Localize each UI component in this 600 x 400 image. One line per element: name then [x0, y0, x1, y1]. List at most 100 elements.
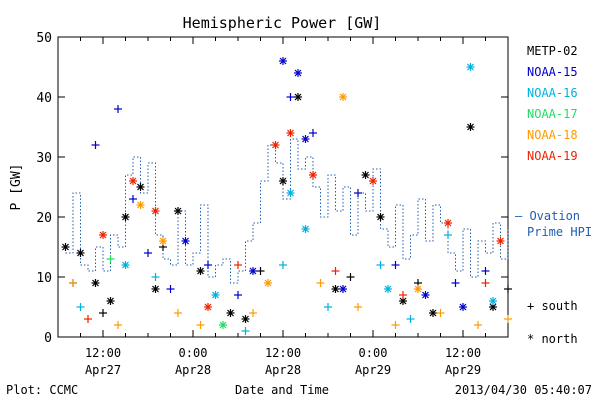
- data-point-noaa-15-north: [459, 303, 467, 311]
- data-point-noaa-16-south: [241, 327, 250, 335]
- data-point-noaa-18-south: [436, 309, 445, 317]
- data-point-noaa-19-north: [129, 177, 137, 185]
- data-point-noaa-15-south: [309, 129, 317, 137]
- data-point-metp-02-south: [346, 273, 355, 281]
- data-point-metp-02-north: [376, 213, 385, 221]
- data-point-noaa-18-north: [159, 237, 167, 245]
- legend-entry-noaa-19: NOAA-19: [527, 149, 578, 163]
- x-axis: 12:00 Apr27 0:00 Apr28 12:00 Apr28 0:00 Apr29 12…: [57, 37, 509, 377]
- data-point-noaa-19-north: [204, 303, 212, 311]
- data-point-noaa-18-south: [474, 321, 482, 329]
- legend-marker-north: * north: [527, 332, 578, 346]
- data-point-noaa-18-south: [196, 321, 205, 329]
- data-point-noaa-16-north: [301, 225, 310, 233]
- x-axis-label: Date and Time: [235, 383, 329, 397]
- data-point-noaa-17-south: [106, 255, 115, 263]
- x-tick-time-label: 0:00: [359, 346, 388, 360]
- data-point-noaa-19-north: [369, 177, 377, 185]
- data-point-noaa-15-south: [354, 189, 362, 197]
- data-point-noaa-18-north: [414, 285, 422, 293]
- data-point-noaa-16-south: [76, 303, 85, 311]
- data-point-metp-02-north: [331, 285, 340, 293]
- x-tick-date-label: Apr28: [175, 363, 211, 377]
- data-point-noaa-15-south: [144, 249, 152, 257]
- data-point-noaa-19-north: [444, 219, 452, 227]
- x-tick-date-label: Apr27: [85, 363, 121, 377]
- data-point-noaa-18-south: [354, 303, 362, 311]
- data-point-noaa-15-south: [204, 261, 212, 269]
- data-point-noaa-16-south: [279, 261, 287, 269]
- x-tick-date-label: Apr29: [355, 363, 391, 377]
- data-point-noaa-19-north: [99, 231, 107, 239]
- y-tick-label: 10: [36, 271, 52, 286]
- data-point-metp-02-north: [361, 171, 370, 179]
- data-point-noaa-16-north: [121, 261, 130, 269]
- data-point-noaa-16-north: [211, 291, 220, 299]
- y-tick-label: 50: [36, 31, 52, 46]
- data-point-metp-02-north: [226, 309, 235, 317]
- data-point-noaa-16-south: [444, 231, 452, 239]
- data-point-metp-02-north: [429, 309, 437, 317]
- data-point-noaa-15-north: [301, 135, 310, 143]
- data-point-noaa-18-north: [339, 93, 347, 101]
- data-point-noaa-17-north: [219, 321, 227, 329]
- plot-credit: Plot: CCMC: [6, 383, 78, 397]
- data-point-noaa-19-south: [331, 267, 340, 275]
- ovation-hpi-line: [65, 138, 509, 284]
- data-point-noaa-19-south: [481, 279, 490, 287]
- chart-title: Hemispheric Power [GW]: [183, 14, 382, 32]
- data-point-noaa-16-north: [384, 285, 392, 293]
- data-point-noaa-15-south: [391, 261, 400, 269]
- legend-marker-south: + south: [527, 299, 578, 313]
- legend-ovation-label: — Ovation: [515, 209, 580, 223]
- data-point-noaa-19-north: [151, 207, 160, 215]
- data-point-noaa-15-north: [294, 69, 302, 77]
- data-point-noaa-15-north: [249, 267, 257, 275]
- data-point-metp-02-north: [294, 93, 302, 101]
- data-point-noaa-19-north: [496, 237, 505, 245]
- data-point-noaa-19-south: [234, 261, 242, 269]
- data-point-metp-02-north: [61, 243, 70, 251]
- legend-entry-noaa-16: NOAA-16: [527, 86, 578, 100]
- data-point-noaa-15-south: [234, 291, 242, 299]
- data-point-metp-02-north: [121, 213, 130, 221]
- y-tick-label: 30: [36, 151, 52, 166]
- legend-ovation-label-2: Prime HPI: [527, 225, 592, 239]
- y-axis: 0 10 20 30 40 50: [36, 31, 508, 346]
- data-point-metp-02-north: [196, 267, 205, 275]
- data-point-metp-02-north: [489, 303, 497, 311]
- data-point-metp-02-north: [466, 123, 475, 131]
- data-point-noaa-18-south: [249, 309, 257, 317]
- data-point-noaa-15-north: [181, 237, 190, 245]
- data-point-noaa-19-north: [271, 141, 280, 149]
- data-point-noaa-19-south: [399, 291, 407, 299]
- x-tick-time-label: 0:00: [179, 346, 208, 360]
- data-point-noaa-18-north: [136, 201, 145, 209]
- data-point-noaa-15-north: [421, 291, 430, 299]
- x-tick-date-label: Apr29: [445, 363, 481, 377]
- data-point-noaa-16-north: [466, 63, 475, 71]
- data-point-metp-02-south: [99, 309, 107, 317]
- legend-entry-noaa-17: NOAA-17: [527, 107, 578, 121]
- data-point-noaa-15-south: [286, 93, 295, 101]
- data-point-noaa-15-south: [91, 141, 100, 149]
- x-tick-date-label: Apr28: [265, 363, 301, 377]
- ovation-series: [65, 138, 509, 284]
- data-point-metp-02-north: [106, 297, 115, 305]
- data-point-noaa-18-south: [114, 321, 122, 329]
- legend: METP-02 NOAA-15 NOAA-16 NOAA-17 NOAA-18 NOAA-…: [515, 44, 592, 346]
- data-point-metp-02-north: [136, 183, 145, 191]
- x-tick-time-label: 12:00: [445, 346, 481, 360]
- y-tick-label: 20: [36, 211, 52, 226]
- data-point-noaa-18-north: [264, 279, 272, 287]
- data-point-metp-02-north: [241, 315, 250, 323]
- legend-entry-noaa-18: NOAA-18: [527, 128, 578, 142]
- y-axis-label: P [GW]: [9, 164, 24, 211]
- data-point-noaa-16-south: [324, 303, 332, 311]
- data-point-noaa-18-south: [316, 279, 325, 287]
- y-tick-label: 0: [44, 331, 52, 346]
- data-point-noaa-15-south: [451, 279, 460, 287]
- data-point-noaa-16-south: [376, 261, 385, 269]
- timestamp: 2013/04/30 05:40:07: [455, 383, 592, 397]
